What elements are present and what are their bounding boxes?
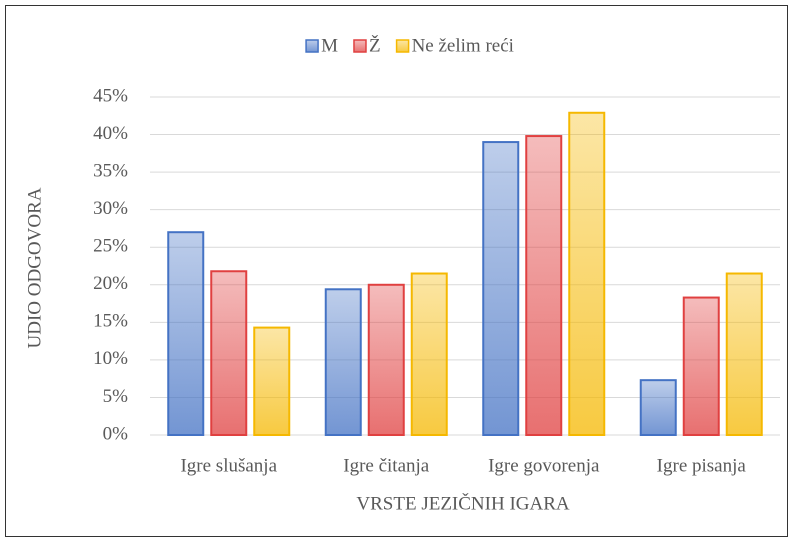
bar bbox=[410, 272, 448, 436]
legend-swatch bbox=[305, 39, 319, 53]
y-tick-label: 0% bbox=[103, 423, 129, 444]
legend: M Ž Ne želim reći bbox=[305, 34, 514, 56]
y-tick-label: 20% bbox=[93, 273, 128, 294]
x-axis-label: VRSTE JEZIČNIH IGARA bbox=[356, 492, 569, 514]
y-tick-label: 5% bbox=[103, 386, 129, 407]
bar bbox=[324, 288, 362, 437]
bar bbox=[482, 141, 520, 436]
bar bbox=[568, 111, 606, 436]
y-tick-label: 45% bbox=[93, 85, 128, 106]
y-tick-label: 15% bbox=[93, 311, 128, 332]
bar bbox=[167, 231, 205, 436]
bar bbox=[210, 270, 248, 436]
x-tick-label: Igre čitanja bbox=[343, 455, 430, 476]
legend-label: Ne želim reći bbox=[412, 35, 514, 56]
legend-label: Ž bbox=[369, 34, 381, 56]
bar bbox=[725, 272, 763, 436]
bar bbox=[525, 135, 563, 437]
x-tick-label: Igre slušanja bbox=[180, 455, 277, 476]
legend-label: M bbox=[321, 35, 338, 56]
y-tick-label: 25% bbox=[93, 236, 128, 257]
y-tick-label: 40% bbox=[93, 123, 128, 144]
y-axis-label: UDIO ODGOVORA bbox=[24, 187, 45, 348]
y-tick-label: 30% bbox=[93, 198, 128, 219]
y-tick-label: 35% bbox=[93, 160, 128, 181]
bar bbox=[253, 326, 291, 437]
legend-swatch bbox=[395, 39, 410, 53]
x-tick-label: Igre govorenja bbox=[488, 455, 600, 476]
bar bbox=[682, 296, 720, 436]
bar bbox=[367, 283, 405, 436]
chart-frame bbox=[5, 5, 788, 537]
y-tick-label: 10% bbox=[93, 348, 128, 369]
bar bbox=[639, 379, 677, 436]
legend-swatch bbox=[353, 39, 367, 53]
x-tick-label: Igre pisanja bbox=[657, 455, 747, 476]
